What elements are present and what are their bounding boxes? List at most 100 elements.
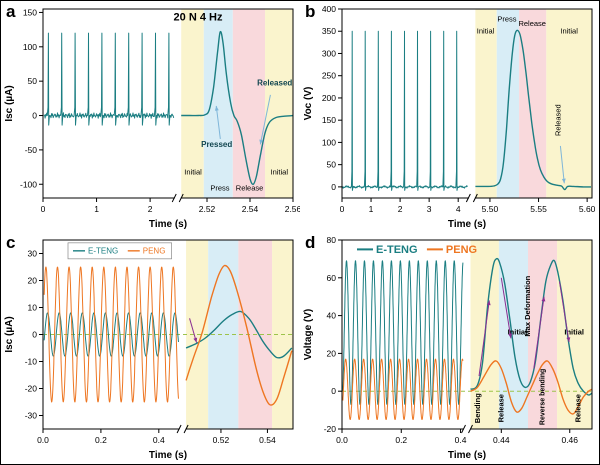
annotation-arrowhead xyxy=(486,300,491,306)
y-tick-label: 0 xyxy=(331,182,336,192)
annotation-arrowhead xyxy=(508,333,513,339)
legend-label: PENG xyxy=(446,244,477,256)
y-tick-label: 0 xyxy=(32,330,37,340)
annotation-arrowhead xyxy=(259,139,264,145)
annotation-arrow xyxy=(559,145,565,184)
axis-break-mark xyxy=(465,193,471,203)
band-region xyxy=(232,9,266,198)
annotation-arrowhead xyxy=(561,178,566,184)
y-tick-label: -100 xyxy=(20,179,37,189)
annotation-text: Released xyxy=(553,104,562,136)
annotation-text: Release xyxy=(574,394,583,422)
series-Voc xyxy=(342,30,468,191)
band-region xyxy=(527,240,558,429)
y-tick-label: 350 xyxy=(322,26,336,36)
y-axis-label: Voc (V) xyxy=(303,87,314,121)
x-tick-label: 2.54 xyxy=(242,204,259,214)
y-tick-label: 50 xyxy=(327,160,337,170)
y-tick-label: 10 xyxy=(28,303,38,313)
annotation-arrowhead xyxy=(193,337,198,343)
panel-label-b: b xyxy=(305,2,316,21)
y-tick-label: -20 xyxy=(25,384,38,394)
annotation-text: Initial xyxy=(508,328,528,337)
series-Voc xyxy=(475,29,592,191)
legend: E-TENG PENG xyxy=(67,242,172,260)
annotation-text: Release xyxy=(497,394,506,422)
band-region xyxy=(475,9,497,198)
y-axis-label: Voltage (V) xyxy=(303,309,314,360)
x-tick-label: 1 xyxy=(94,204,99,214)
annotation-arrow xyxy=(533,296,545,369)
annotation-arrowhead xyxy=(541,296,546,302)
x-tick-label: 0.44 xyxy=(493,435,510,445)
axis-break-mark xyxy=(472,193,478,203)
x-tick-label: 0.0 xyxy=(336,435,348,445)
annotation-text: Initial xyxy=(564,328,584,337)
x-tick-label: 5.50 xyxy=(482,204,499,214)
x-axis-label: Time (s) xyxy=(149,219,187,230)
x-tick-label: 2 xyxy=(398,204,403,214)
y-tick-label: 40 xyxy=(327,311,337,321)
x-tick-label: 0.4 xyxy=(153,435,165,445)
annotation-text: Reverse bending xyxy=(539,369,546,425)
annotation-arrow xyxy=(558,281,570,343)
y-tick-label: 250 xyxy=(322,71,336,81)
panel-a-chart: -100 -50 0 50 100 150 0 1 2 2.52 2.54 2.56 Time (s) I… xyxy=(4,7,300,230)
series-Isc xyxy=(43,32,175,126)
x-axis-label: Time (s) xyxy=(448,219,486,230)
y-tick-label: 150 xyxy=(322,115,336,125)
annotation-text: Press xyxy=(210,183,229,192)
band-region xyxy=(181,9,204,198)
axis-break-mark xyxy=(468,424,473,434)
x-axis-label: Time (s) xyxy=(149,450,187,461)
band-region xyxy=(498,240,528,429)
panel-label-d: d xyxy=(305,233,316,252)
band-region xyxy=(519,9,547,198)
y-tick-label: 200 xyxy=(322,93,336,103)
x-tick-label: 2.52 xyxy=(199,204,216,214)
plot-frame xyxy=(42,8,294,199)
annotation-text: Initial xyxy=(270,168,288,177)
y-axis-label: Isc (µA) xyxy=(4,316,15,352)
y-tick-label: -50 xyxy=(25,145,38,155)
annotation-arrow xyxy=(259,94,271,145)
x-tick-label: 0.54 xyxy=(259,435,276,445)
series-Isc xyxy=(181,30,293,186)
y-tick-label: 50 xyxy=(28,76,38,86)
y-tick-label: 400 xyxy=(322,4,336,14)
axis-break-mark xyxy=(178,193,184,203)
panel-b-chart: 0 50 100 150 200 250 300 350 400 0 1 2 3 4 5.50 5.55 5.6… xyxy=(303,4,596,230)
axis-break-mark xyxy=(171,193,177,203)
plot-frame xyxy=(341,8,593,199)
series-PENG xyxy=(185,264,293,406)
x-tick-label: 0.0 xyxy=(37,435,49,445)
x-tick-label: 5.55 xyxy=(530,204,547,214)
x-tick-label: 4 xyxy=(456,204,461,214)
band-region xyxy=(265,9,293,198)
annotation-arrow xyxy=(478,300,490,377)
axis-break-mark xyxy=(461,424,466,434)
series-PENG xyxy=(470,360,592,415)
y-tick-label: 0 xyxy=(32,111,37,121)
panel-label-a: a xyxy=(6,2,16,21)
panel-label-c: c xyxy=(6,233,16,252)
axis-break-mark xyxy=(176,424,182,434)
annotation-text: Initial xyxy=(560,26,578,35)
panel-d-chart: -20 0 20 40 60 80 0.0 0.2 0.4 0.44 0.46 Time (s) Vol… xyxy=(303,235,593,461)
annotation-text: Press xyxy=(497,14,516,23)
x-tick-label: 0.2 xyxy=(95,435,107,445)
x-tick-label: 1 xyxy=(369,204,374,214)
legend-label: E-TENG xyxy=(376,244,418,256)
x-tick-label: 3 xyxy=(427,204,432,214)
x-tick-label: 5.60 xyxy=(579,204,596,214)
y-tick-label: 0 xyxy=(331,386,336,396)
y-tick-label: 20 xyxy=(327,348,337,358)
y-tick-label: 20 xyxy=(28,276,38,286)
annotation-arrowhead xyxy=(214,105,219,111)
series-E-TENG xyxy=(43,312,179,357)
y-axis-label: Isc (µA) xyxy=(4,85,15,121)
x-tick-label: 0 xyxy=(340,204,345,214)
legend: E-TENG PENG xyxy=(357,244,477,256)
y-tick-label: -30 xyxy=(25,411,38,421)
